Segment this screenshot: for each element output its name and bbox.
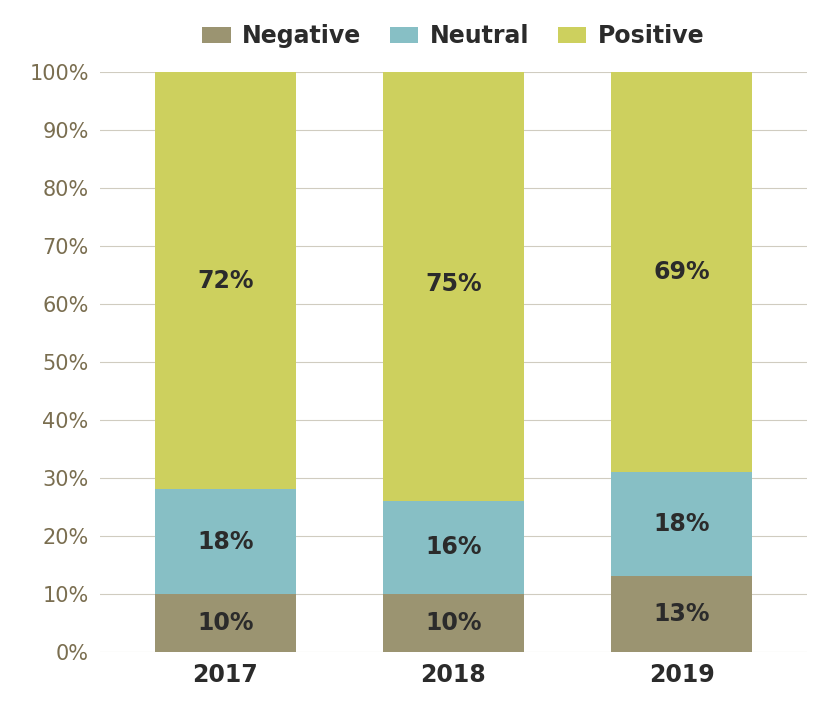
Text: 69%: 69% bbox=[653, 260, 710, 285]
Bar bbox=[611, 576, 752, 652]
Bar bbox=[611, 472, 752, 576]
Bar bbox=[611, 72, 752, 472]
Bar bbox=[155, 72, 296, 489]
Bar bbox=[155, 489, 296, 594]
Text: 18%: 18% bbox=[653, 512, 710, 536]
Text: 13%: 13% bbox=[653, 602, 710, 626]
Bar bbox=[383, 67, 524, 501]
Text: 10%: 10% bbox=[197, 610, 254, 635]
Bar bbox=[383, 594, 524, 652]
Text: 75%: 75% bbox=[425, 272, 482, 296]
Text: 16%: 16% bbox=[425, 535, 482, 560]
Legend: Negative, Neutral, Positive: Negative, Neutral, Positive bbox=[193, 14, 714, 58]
Text: 18%: 18% bbox=[197, 529, 254, 554]
Bar bbox=[155, 594, 296, 652]
Bar bbox=[383, 501, 524, 594]
Text: 10%: 10% bbox=[425, 610, 482, 635]
Text: 72%: 72% bbox=[197, 269, 254, 293]
